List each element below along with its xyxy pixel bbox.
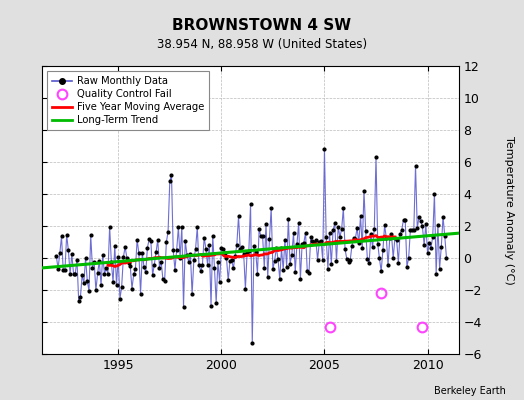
Y-axis label: Temperature Anomaly (°C): Temperature Anomaly (°C): [504, 136, 514, 284]
Legend: Raw Monthly Data, Quality Control Fail, Five Year Moving Average, Long-Term Tren: Raw Monthly Data, Quality Control Fail, …: [47, 71, 209, 130]
Text: Berkeley Earth: Berkeley Earth: [434, 386, 506, 396]
Text: 38.954 N, 88.958 W (United States): 38.954 N, 88.958 W (United States): [157, 38, 367, 51]
Text: BROWNSTOWN 4 SW: BROWNSTOWN 4 SW: [172, 18, 352, 33]
